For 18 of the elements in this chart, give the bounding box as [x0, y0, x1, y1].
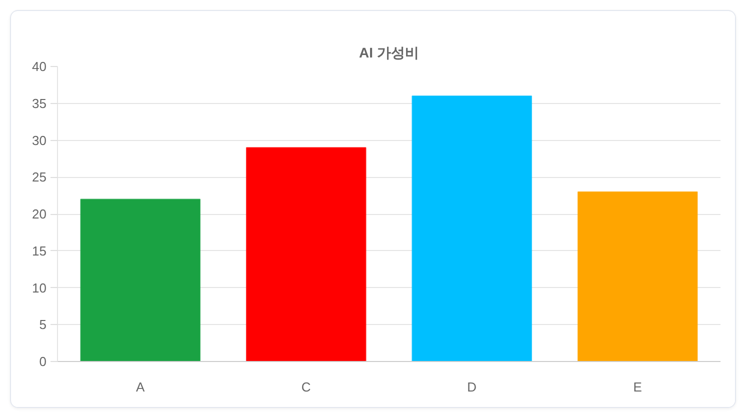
x-tick-label: E: [633, 380, 642, 394]
y-tick-label: 40: [32, 59, 47, 74]
y-tick-label: 30: [32, 132, 47, 148]
x-tick-label: A: [136, 380, 146, 394]
bar: [412, 96, 532, 362]
y-tick-label: 15: [32, 243, 47, 258]
chart-title: AI 가성비: [359, 44, 419, 60]
y-tick-label: 5: [39, 317, 47, 332]
y-tick-label: 0: [39, 354, 47, 369]
x-tick-label: D: [467, 380, 477, 394]
y-tick-label: 20: [32, 206, 47, 222]
y-tick-label: 25: [32, 170, 47, 185]
bar: [80, 198, 201, 362]
bar: [577, 191, 698, 362]
bar: [246, 147, 366, 362]
y-tick-label: 35: [32, 96, 47, 111]
y-tick-label: 10: [32, 280, 47, 296]
x-tick-label: C: [301, 380, 311, 394]
